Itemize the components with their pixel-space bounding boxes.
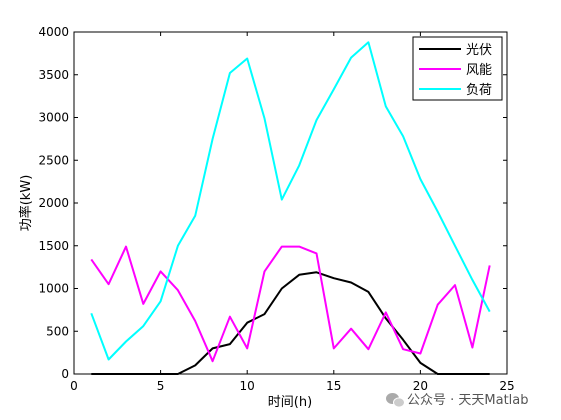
y-tick-label: 1000: [38, 282, 69, 296]
wechat-logo-icon: [386, 393, 405, 408]
series-line-2: [90, 41, 491, 361]
y-tick-label: 2500: [38, 153, 69, 167]
legend-label-0: 光伏: [466, 43, 492, 58]
y-tick-label: 2000: [38, 196, 69, 210]
legend-label-1: 风能: [466, 63, 492, 78]
y-tick-label: 500: [46, 324, 69, 338]
y-tick-label: 0: [61, 367, 69, 381]
x-tick-label: 10: [240, 379, 255, 393]
x-tick-label: 0: [70, 379, 78, 393]
y-tick-label: 3500: [38, 68, 69, 82]
watermark-text: 公众号 · 天天Matlab: [407, 393, 529, 408]
x-tick-label: 20: [413, 379, 428, 393]
y-tick-label: 3000: [38, 111, 69, 125]
axis-ticks: 0 5 10 15 20 25 0 500 1000 1500 2000 2500 3000 3500 40…: [38, 25, 514, 393]
y-tick-label: 1500: [38, 239, 69, 253]
series-line-1: [90, 245, 491, 363]
x-tick-label: 25: [499, 379, 514, 393]
legend-label-2: 负荷: [466, 83, 492, 98]
y-axis-label: 功率(kW): [18, 175, 34, 232]
y-tick-label: 4000: [38, 25, 69, 39]
x-tick-label: 15: [326, 379, 341, 393]
x-tick-label: 5: [157, 379, 165, 393]
watermark: 公众号 · 天天Matlab: [386, 393, 529, 408]
x-axis-label: 时间(h): [268, 395, 312, 410]
